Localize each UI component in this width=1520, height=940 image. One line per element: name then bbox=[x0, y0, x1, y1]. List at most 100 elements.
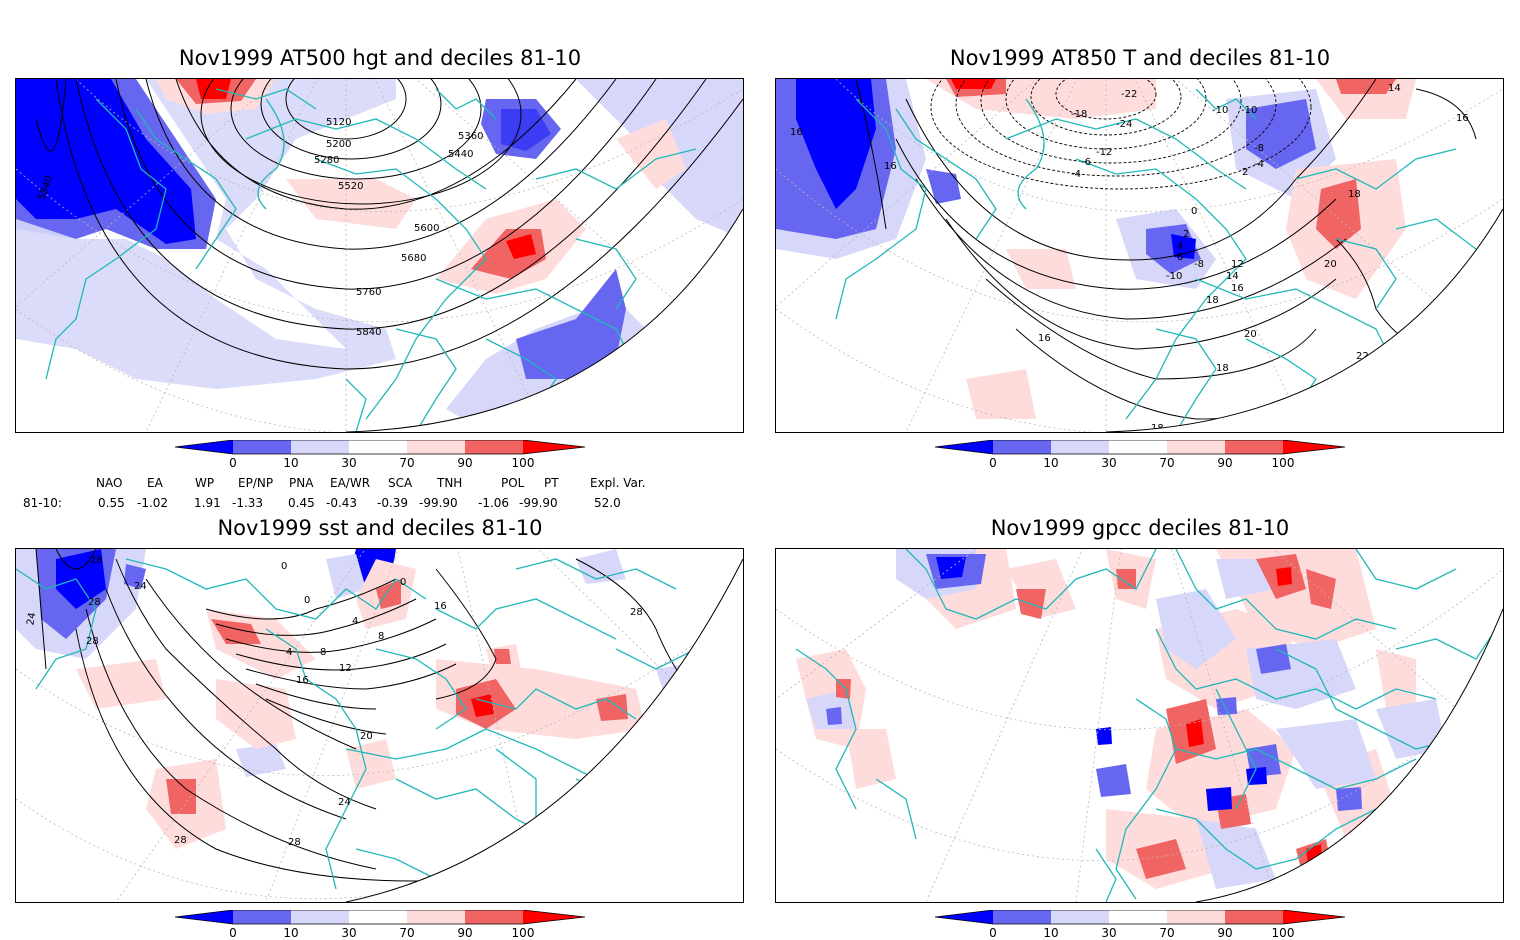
contour-label: -10 bbox=[1212, 105, 1228, 116]
anomaly-high bbox=[1336, 79, 1396, 94]
colorbar-tick: 10 bbox=[1043, 926, 1059, 940]
map-panel-sst: 28 28 24 24 28 0 0 0 4 4 8 8 12 16 20 24… bbox=[15, 548, 744, 903]
index-value-sca: -0.39 bbox=[377, 496, 409, 510]
anomaly-lowest bbox=[56, 549, 106, 609]
contour-label: 24 bbox=[25, 612, 38, 626]
contour-label: -24 bbox=[1116, 119, 1132, 130]
contour-label: 5280 bbox=[314, 155, 339, 166]
colorbar-tick: 0 bbox=[229, 926, 237, 940]
anomaly-high-light bbox=[76, 659, 166, 709]
colorbar-tick: 10 bbox=[1043, 456, 1059, 470]
teleconnection-indices: NAO EA WP EP/NP PNA EA/WR SCA TNH POL PT… bbox=[0, 474, 760, 514]
anomaly-mid-low bbox=[124, 564, 146, 589]
colorbar-tick: 90 bbox=[457, 456, 473, 470]
map-sst: 28 28 24 24 28 0 0 0 4 4 8 8 12 16 20 24… bbox=[16, 549, 743, 902]
contour-label: 16 bbox=[1231, 283, 1244, 294]
contour-label: 16 bbox=[1038, 333, 1051, 344]
contour-label: 16 bbox=[1456, 113, 1469, 124]
colorbar-tick: 90 bbox=[1217, 456, 1233, 470]
colorbar-tick: 30 bbox=[341, 456, 357, 470]
index-value-wp: 1.91 bbox=[194, 496, 221, 510]
contour-label: -18 bbox=[1071, 109, 1087, 120]
colorbar-tick: 70 bbox=[399, 456, 415, 470]
contour-label: 14 bbox=[1226, 271, 1239, 282]
colorbar-tick: 30 bbox=[1101, 456, 1117, 470]
contour-label: 20 bbox=[360, 731, 373, 742]
contour-label: 8 bbox=[378, 631, 384, 642]
contour-label: 12 bbox=[339, 663, 352, 674]
anomaly-high-light bbox=[966, 369, 1036, 419]
contour-label: 24 bbox=[134, 581, 147, 592]
anomaly-highest bbox=[506, 234, 536, 259]
contour-label: 5840 bbox=[356, 327, 381, 338]
colorbar-tick: 10 bbox=[283, 926, 299, 940]
colorbar-tick: 100 bbox=[1271, 926, 1295, 940]
contour-label: 16 bbox=[296, 675, 309, 686]
contour-label: 4 bbox=[1177, 241, 1183, 252]
anomaly-high bbox=[596, 694, 628, 721]
contour-label: 5200 bbox=[326, 139, 351, 150]
index-value-epnp: -1.33 bbox=[232, 496, 264, 510]
contour-label: 0 bbox=[304, 595, 310, 606]
index-header: PNA bbox=[289, 476, 314, 490]
colorbar-tick: 0 bbox=[989, 456, 997, 470]
contour-label: 2 bbox=[1242, 167, 1248, 178]
colorbar-tick: 70 bbox=[1159, 926, 1175, 940]
colorbar-tick: 70 bbox=[1159, 456, 1175, 470]
panel-title-at500: Nov1999 AT500 hgt and deciles 81-10 bbox=[178, 46, 582, 70]
colorbar-tick: 90 bbox=[457, 926, 473, 940]
panel-title-sst: Nov1999 sst and deciles 81-10 bbox=[217, 516, 543, 540]
contour-label: 28 bbox=[446, 877, 459, 888]
colorbar-tick: 0 bbox=[229, 456, 237, 470]
anomaly-high-light bbox=[616, 119, 686, 189]
colorbar-tick: 70 bbox=[399, 926, 415, 940]
colorbar-bin-10 bbox=[233, 440, 291, 454]
colorbar-bin-30 bbox=[291, 440, 349, 454]
contour-label: 22 bbox=[1356, 351, 1369, 362]
anomaly-high bbox=[1316, 179, 1361, 249]
anomaly-lowest bbox=[796, 79, 876, 209]
contour-label: 4 bbox=[286, 647, 292, 658]
map-at850: -22 -18 -24 -12 -10 -10 -8 -6 -4 -4 2 0 … bbox=[776, 79, 1503, 432]
contour-label: 5520 bbox=[338, 181, 363, 192]
contour-label: 28 bbox=[88, 597, 101, 608]
contour-label: 4 bbox=[352, 616, 358, 627]
anomaly-high bbox=[166, 779, 196, 814]
colorbar-tick: 100 bbox=[1271, 456, 1295, 470]
colorbar-strip bbox=[934, 439, 1346, 455]
index-value-eawr: -0.43 bbox=[326, 496, 358, 510]
colorbar-bin-0-10 bbox=[175, 440, 233, 454]
contour-label: 12 bbox=[1231, 259, 1244, 270]
contour-label: -22 bbox=[1121, 89, 1137, 100]
contour-label: 0 bbox=[281, 561, 287, 572]
index-value-ea: -1.02 bbox=[137, 496, 169, 510]
index-header: Expl. Var. bbox=[590, 476, 646, 490]
anomaly-light-low bbox=[236, 744, 286, 777]
index-header: EA bbox=[147, 476, 163, 490]
colorbar-bin-100 bbox=[523, 440, 585, 454]
colorbar-sst: 0 10 30 70 90 100 bbox=[174, 909, 587, 940]
contour-label: 20 bbox=[1244, 329, 1257, 340]
colorbar-at500: 0 10 30 70 90 100 bbox=[174, 439, 587, 470]
index-header: WP bbox=[195, 476, 215, 490]
contour-label: 0 bbox=[400, 577, 406, 588]
contour-label: -12 bbox=[1096, 147, 1112, 158]
colorbar-tick: 100 bbox=[511, 456, 535, 470]
colorbar-tick: 90 bbox=[1217, 926, 1233, 940]
index-value-nao: 0.55 bbox=[98, 496, 125, 510]
anomaly-high-light bbox=[1006, 249, 1076, 289]
colorbar-strip bbox=[934, 909, 1346, 925]
anomaly-high bbox=[376, 579, 401, 609]
contour-label: 28 bbox=[174, 835, 187, 846]
colorbar-tick: 10 bbox=[283, 456, 299, 470]
index-header: EA/WR bbox=[330, 476, 371, 490]
contour-label: 18 bbox=[1348, 189, 1361, 200]
index-value-tnh: -99.90 bbox=[419, 496, 458, 510]
contour-label: -10 bbox=[1166, 271, 1182, 282]
anomaly-highest bbox=[196, 79, 231, 99]
contour-label: 24 bbox=[338, 797, 351, 808]
index-value-pt: -99.90 bbox=[519, 496, 558, 510]
contour-label: 28 bbox=[288, 837, 301, 848]
anomaly-lowest bbox=[1171, 234, 1196, 259]
panel-title-gpcc: Nov1999 gpcc deciles 81-10 bbox=[990, 516, 1290, 540]
